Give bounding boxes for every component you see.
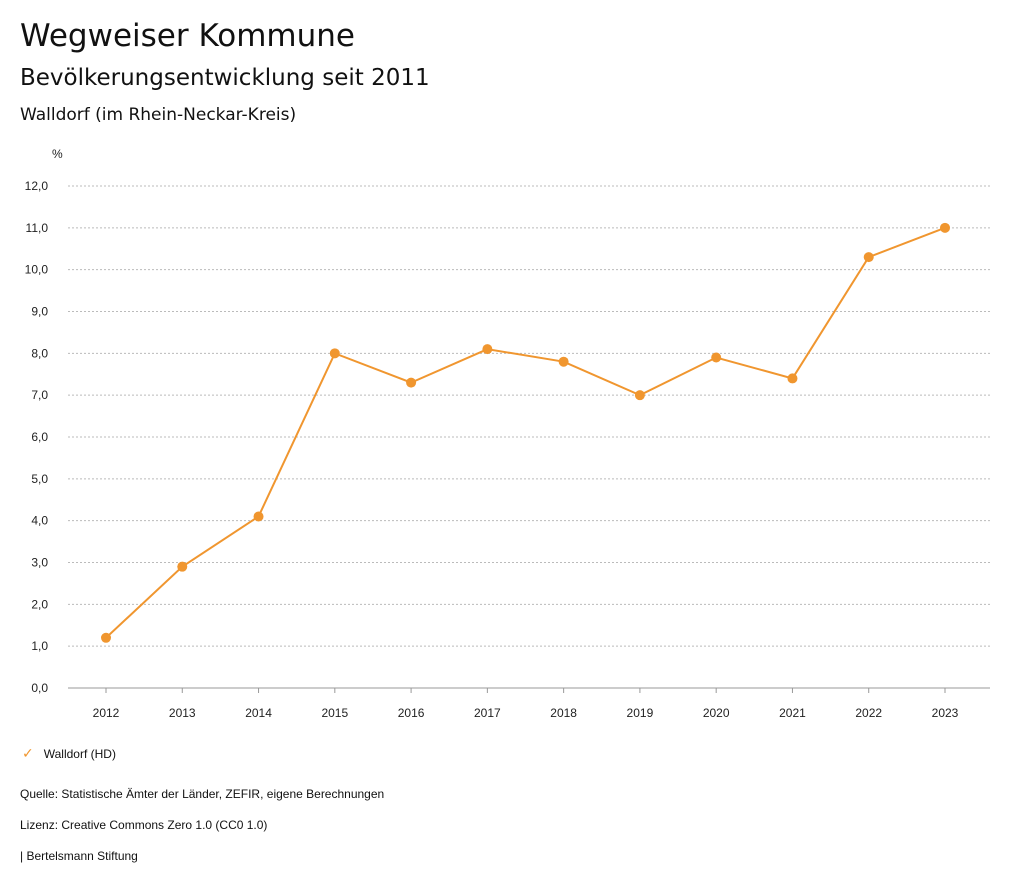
data-point-2020[interactable] [711, 352, 722, 363]
license-note: Lizenz: Creative Commons Zero 1.0 (CC0 1… [20, 818, 268, 832]
y-tick-label: 6,0 [31, 430, 48, 444]
x-tick-label: 2022 [855, 706, 882, 720]
x-tick-label: 2016 [398, 706, 425, 720]
y-tick-label: 10,0 [25, 263, 49, 277]
source-note: Quelle: Statistische Ämter der Länder, Z… [20, 787, 385, 801]
x-tick-label: 2018 [550, 706, 577, 720]
y-tick-label: 5,0 [31, 472, 48, 486]
y-tick-label: 9,0 [31, 305, 48, 319]
x-tick-label: 2017 [474, 706, 501, 720]
x-tick-label: 2013 [169, 706, 196, 720]
page-title: Wegweiser Kommune [20, 18, 355, 54]
data-point-2013[interactable] [177, 561, 188, 572]
legend-label: Walldorf (HD) [43, 746, 116, 761]
data-point-2014[interactable] [253, 511, 264, 522]
x-tick-label: 2019 [627, 706, 654, 720]
series-line [105, 226, 946, 639]
x-tick-label: 2021 [779, 706, 806, 720]
x-tick-label: 2012 [93, 706, 120, 720]
y-tick-label: 8,0 [31, 346, 48, 360]
data-point-2017[interactable] [482, 344, 493, 355]
data-point-2023[interactable] [940, 222, 950, 233]
y-tick-label: 11,0 [26, 221, 49, 235]
data-point-2012[interactable] [101, 632, 111, 643]
y-tick-label: 2,0 [31, 597, 48, 611]
x-tick-label: 2023 [932, 706, 959, 720]
y-tick-label: 0,0 [31, 681, 48, 695]
data-point-2018[interactable] [558, 356, 569, 367]
data-point-2019[interactable] [634, 390, 645, 401]
y-tick-label: 4,0 [31, 514, 48, 528]
legend-check-icon: ✓ [22, 745, 34, 761]
line-chart: % 0,0 1,0 2,0 3,0 4,0 5,0 6,0 7,0 8,0 9,0 10,0 11,0… [25, 147, 990, 720]
data-point-2015[interactable] [329, 348, 340, 359]
region-label: Walldorf (im Rhein-Neckar-Kreis) [20, 105, 297, 125]
y-tick-label: 12,0 [25, 179, 49, 193]
brand-note: | Bertelsmann Stiftung [20, 849, 138, 863]
data-point-2022[interactable] [863, 252, 874, 263]
x-tick-label: 2015 [321, 706, 348, 720]
y-tick-label: 3,0 [31, 556, 48, 570]
y-axis-label: % [52, 147, 63, 161]
y-tick-label: 1,0 [31, 639, 48, 653]
data-point-2016[interactable] [406, 377, 417, 388]
y-tick-label: 7,0 [31, 388, 48, 402]
chart-subtitle: Bevölkerungsentwicklung seit 2011 [20, 65, 430, 91]
legend[interactable]: ✓ Walldorf (HD) [22, 745, 116, 762]
x-tick-label: 2014 [245, 706, 272, 720]
data-point-2021[interactable] [787, 373, 798, 384]
x-tick-label: 2020 [703, 706, 730, 720]
